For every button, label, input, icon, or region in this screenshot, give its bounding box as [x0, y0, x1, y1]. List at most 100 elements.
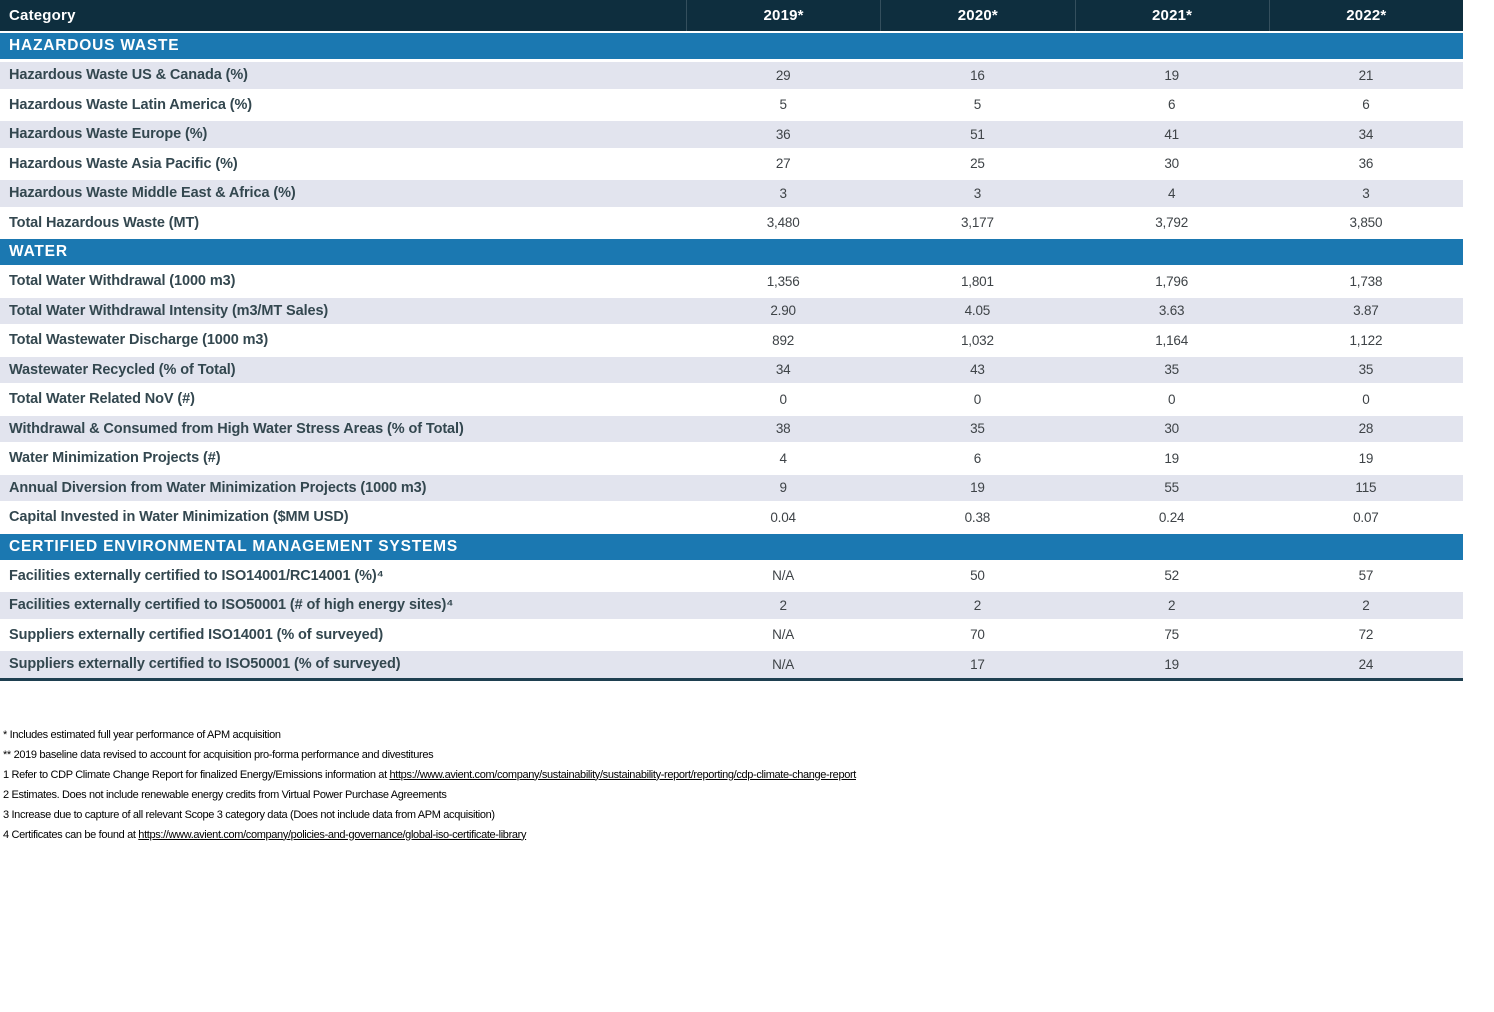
section-header-certified-ems: CERTIFIED ENVIRONMENTAL MANAGEMENT SYSTE…	[0, 533, 1463, 560]
row-label: Capital Invested in Water Minimization (…	[9, 509, 349, 526]
row-value: 2	[1167, 597, 1176, 613]
row-value: N/A	[772, 568, 795, 584]
footnote-3: 3 Increase due to capture of all relevan…	[3, 808, 1494, 822]
footnote-4: 4 Certificates can be found at https://w…	[3, 828, 1494, 842]
section-hazardous-waste: HAZARDOUS WASTE Hazardous Waste US & Can…	[0, 33, 1463, 236]
footnote-text: ** 2019 baseline data revised to account…	[3, 748, 434, 761]
section-water: WATER Total Water Withdrawal (1000 m3) 1,…	[0, 239, 1463, 531]
footnote-2: 2 Estimates. Does not include renewable …	[3, 788, 1494, 802]
row-value: 3.87	[1353, 303, 1379, 319]
table-row: Facilities externally certified to ISO14…	[0, 563, 1463, 590]
table-row: Water Minimization Projects (#) 4 6 19 19	[0, 445, 1463, 472]
row-value: 6	[1362, 97, 1370, 113]
footnote-text: 4 Certificates can be found at	[3, 828, 139, 841]
table-row: Hazardous Waste Asia Pacific (%) 27 25 30 36	[0, 151, 1463, 178]
row-value: 0	[973, 391, 982, 407]
section-rows: Facilities externally certified to ISO14…	[0, 563, 1463, 678]
row-value: 0	[1167, 391, 1176, 407]
row-value: 35	[970, 421, 985, 437]
row-value: 3,792	[1155, 215, 1189, 231]
row-value: 41	[1164, 126, 1179, 142]
row-value: 0.04	[770, 509, 796, 525]
row-value: 30	[1164, 421, 1179, 437]
iso-certificate-library-link[interactable]: https://www.avient.com/company/policies-…	[138, 828, 527, 841]
row-value: 1,738	[1349, 273, 1383, 289]
footnotes: * Includes estimated full year performan…	[0, 728, 1494, 842]
row-value: 2	[973, 597, 982, 613]
row-value: 3.63	[1158, 303, 1185, 319]
row-value: 52	[1164, 568, 1179, 584]
row-label: Hazardous Waste US & Canada (%)	[9, 67, 248, 84]
footnote-text: 3 Increase due to capture of all relevan…	[3, 808, 495, 821]
cdp-climate-report-link[interactable]: https://www.avient.com/company/sustainab…	[389, 768, 857, 781]
row-value: 5	[973, 97, 982, 113]
table-row: Total Hazardous Waste (MT) 3,480 3,177 3,79…	[0, 210, 1463, 237]
table-row: Hazardous Waste Latin America (%) 5 5 6 6	[0, 92, 1463, 119]
row-value: 3,480	[766, 215, 800, 231]
row-value: 3,850	[1349, 215, 1383, 231]
footnote-asterisk: * Includes estimated full year performan…	[3, 728, 1494, 742]
row-value: 38	[775, 421, 791, 437]
row-value: 29	[775, 67, 791, 83]
row-value: 36	[1358, 156, 1374, 172]
row-value: 1,801	[960, 273, 994, 289]
row-value: 4	[779, 450, 787, 466]
row-value: 1,032	[960, 332, 994, 348]
footnote-text: 2 Estimates. Does not include renewable …	[3, 788, 447, 801]
row-value: 2	[779, 597, 787, 613]
row-label: Withdrawal & Consumed from High Water St…	[9, 420, 464, 437]
year-column-header-2019: 2019*	[686, 0, 880, 31]
row-label: Hazardous Waste Latin America (%)	[9, 96, 252, 113]
row-value: 16	[970, 67, 985, 83]
row-label: Hazardous Waste Middle East & Africa (%)	[9, 185, 296, 202]
row-value: 35	[1358, 362, 1374, 378]
row-value: 43	[970, 362, 985, 378]
footnote-text: * Includes estimated full year performan…	[3, 728, 281, 741]
row-label: Water Minimization Projects (#)	[9, 450, 221, 467]
table-row: Total Wastewater Discharge (1000 m3) 892 1…	[0, 327, 1463, 354]
section-rows: Hazardous Waste US & Canada (%) 29 16 19 21 H…	[0, 62, 1463, 236]
row-label: Facilities externally certified to ISO50…	[9, 597, 454, 614]
row-value: 27	[775, 156, 791, 172]
row-value: 19	[1164, 450, 1179, 466]
row-value: 1,796	[1155, 273, 1189, 289]
row-value: 0.38	[964, 509, 991, 525]
row-value: 57	[1358, 568, 1374, 584]
table-row: Hazardous Waste US & Canada (%) 29 16 19 21	[0, 62, 1463, 89]
row-value: 35	[1164, 362, 1179, 378]
row-value: 24	[1358, 656, 1374, 672]
table-row: Hazardous Waste Middle East & Africa (%)…	[0, 180, 1463, 207]
row-label: Total Water Withdrawal Intensity (m3/MT …	[9, 302, 329, 319]
year-column-header-2022: 2022*	[1268, 0, 1463, 31]
year-column-header-2020: 2020*	[880, 0, 1074, 31]
row-value: 115	[1355, 480, 1377, 496]
footnote-double-asterisk: ** 2019 baseline data revised to account…	[3, 748, 1494, 762]
row-value: 19	[1164, 656, 1179, 672]
row-value: N/A	[772, 627, 795, 643]
row-value: 6	[973, 450, 982, 466]
row-value: 2	[1362, 597, 1370, 613]
section-title: CERTIFIED ENVIRONMENTAL MANAGEMENT SYSTE…	[9, 537, 458, 555]
row-value: 6	[1167, 97, 1176, 113]
row-value: 70	[970, 627, 985, 643]
row-value: 17	[970, 656, 985, 672]
row-value: 55	[1164, 480, 1179, 496]
year-column-header-2021: 2021*	[1074, 0, 1269, 31]
row-label: Facilities externally certified to ISO14…	[9, 567, 384, 584]
table-row: Withdrawal & Consumed from High Water St…	[0, 415, 1463, 442]
footnote-1: 1 Refer to CDP Climate Change Report for…	[3, 768, 1494, 782]
row-value: 1,356	[766, 273, 800, 289]
row-value: 4.05	[964, 303, 991, 319]
row-value: 0.24	[1158, 509, 1185, 525]
row-value: 19	[970, 480, 985, 496]
row-value: 34	[775, 362, 791, 378]
row-label: Total Hazardous Waste (MT)	[9, 214, 199, 231]
section-rows: Total Water Withdrawal (1000 m3) 1,356 1,8…	[0, 268, 1463, 531]
row-label: Wastewater Recycled (% of Total)	[9, 361, 236, 378]
section-header-hazardous-waste: HAZARDOUS WASTE	[0, 33, 1463, 59]
row-value: 1,164	[1155, 332, 1189, 348]
category-column-header: Category	[9, 7, 76, 24]
table-row: Facilities externally certified to ISO50…	[0, 592, 1463, 619]
row-value: 51	[970, 126, 985, 142]
section-title: WATER	[9, 243, 68, 260]
